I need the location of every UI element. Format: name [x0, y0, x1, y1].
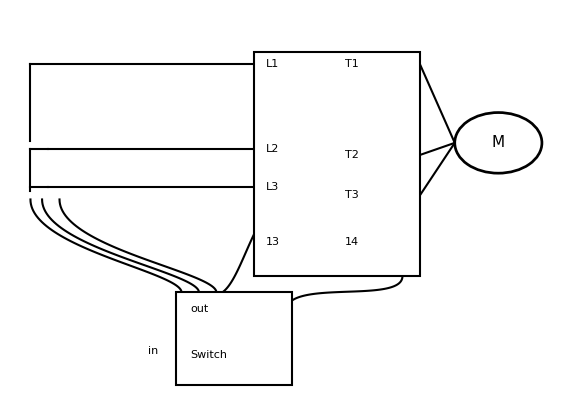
Bar: [254, 52, 420, 276]
Text: L2: L2: [266, 144, 279, 154]
Text: in: in: [148, 346, 158, 356]
Text: 14: 14: [345, 237, 360, 247]
Text: T1: T1: [345, 59, 359, 69]
Text: out: out: [190, 304, 208, 314]
Text: L3: L3: [266, 182, 279, 193]
Text: Switch: Switch: [190, 350, 227, 360]
Bar: [176, 292, 292, 385]
Circle shape: [455, 113, 542, 173]
Text: T3: T3: [345, 190, 359, 200]
Text: T2: T2: [345, 150, 359, 160]
Text: 13: 13: [266, 237, 280, 247]
Text: M: M: [492, 136, 505, 150]
Text: L1: L1: [266, 59, 279, 69]
